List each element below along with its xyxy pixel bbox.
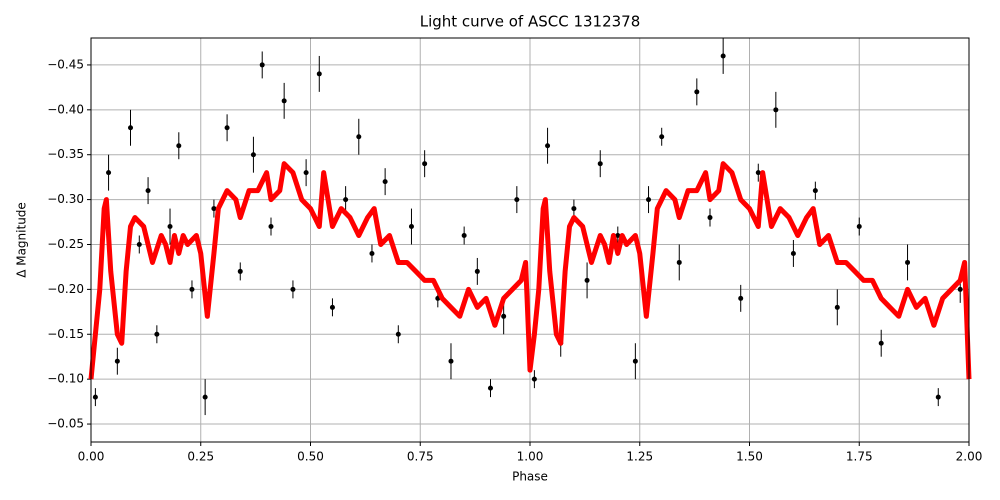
- data-point: [237, 268, 243, 274]
- data-point: [250, 152, 256, 158]
- x-tick-label: 1.00: [517, 450, 544, 464]
- x-tick-label: 2.00: [956, 450, 983, 464]
- y-tick-label: −0.05: [47, 417, 84, 431]
- data-point: [501, 313, 507, 319]
- data-point: [584, 277, 590, 283]
- data-point: [615, 233, 621, 239]
- plot-frame: [90, 37, 970, 443]
- x-tick-label: 0.00: [78, 450, 105, 464]
- data-point: [738, 295, 744, 301]
- data-point: [154, 331, 160, 337]
- data-point: [531, 376, 537, 382]
- data-point: [259, 62, 265, 68]
- binned-curve: [88, 161, 972, 380]
- data-point: [878, 340, 884, 346]
- data-point: [202, 394, 208, 400]
- y-tick-label: −0.35: [47, 147, 84, 161]
- data-point: [597, 161, 603, 167]
- data-point: [145, 188, 151, 194]
- data-point: [176, 143, 182, 149]
- x-axis-label: Phase: [512, 470, 548, 484]
- data-point: [834, 304, 840, 310]
- data-point: [369, 250, 375, 256]
- x-tick-label: 0.50: [297, 450, 324, 464]
- x-tick-label: 0.25: [187, 450, 214, 464]
- data-point: [114, 358, 120, 364]
- data-point: [632, 358, 638, 364]
- data-point: [268, 224, 274, 230]
- data-point: [329, 304, 335, 310]
- data-point: [659, 134, 665, 140]
- data-point: [422, 161, 428, 167]
- data-point: [189, 286, 195, 292]
- data-point: [707, 215, 713, 221]
- data-point: [545, 143, 551, 149]
- y-tick-label: −0.10: [47, 372, 84, 386]
- y-tick-label: −0.30: [47, 192, 84, 206]
- data-point: [136, 241, 142, 247]
- data-point: [773, 107, 779, 113]
- data-point: [790, 250, 796, 256]
- data-point: [128, 125, 134, 131]
- data-point: [856, 224, 862, 230]
- data-point: [487, 385, 493, 391]
- data-point: [694, 89, 700, 95]
- data-point: [382, 179, 388, 185]
- y-tick-label: −0.25: [47, 237, 84, 251]
- data-point: [461, 233, 467, 239]
- data-point: [224, 125, 230, 131]
- data-point: [106, 170, 112, 176]
- data-point: [408, 224, 414, 230]
- data-point: [211, 206, 217, 212]
- data-point: [514, 197, 520, 203]
- data-point: [905, 259, 911, 265]
- data-point: [303, 170, 309, 176]
- y-tick-label: −0.45: [47, 57, 84, 71]
- data-point: [676, 259, 682, 265]
- x-tick-label: 1.50: [736, 450, 763, 464]
- data-point: [812, 188, 818, 194]
- data-point: [343, 197, 349, 203]
- data-point: [935, 394, 941, 400]
- y-tick-label: −0.15: [47, 327, 84, 341]
- data-point: [755, 170, 761, 176]
- x-tick-label: 1.75: [846, 450, 873, 464]
- data-point: [290, 286, 296, 292]
- data-point: [571, 206, 577, 212]
- data-point: [646, 197, 652, 203]
- data-point: [316, 71, 322, 77]
- data-point: [957, 286, 963, 292]
- data-point: [167, 224, 173, 230]
- data-point: [92, 394, 98, 400]
- x-tick-label: 0.75: [407, 450, 434, 464]
- data-point: [448, 358, 454, 364]
- chart-title: Light curve of ASCC 1312378: [420, 13, 641, 31]
- x-tick-label: 1.25: [626, 450, 653, 464]
- y-tick-label: −0.20: [47, 282, 84, 296]
- data-point: [395, 331, 401, 337]
- data-point: [281, 98, 287, 104]
- data-point: [474, 268, 480, 274]
- y-tick-label: −0.40: [47, 102, 84, 116]
- y-axis-label: Δ Magnitude: [15, 202, 29, 278]
- data-point: [720, 53, 726, 59]
- data-point: [356, 134, 362, 140]
